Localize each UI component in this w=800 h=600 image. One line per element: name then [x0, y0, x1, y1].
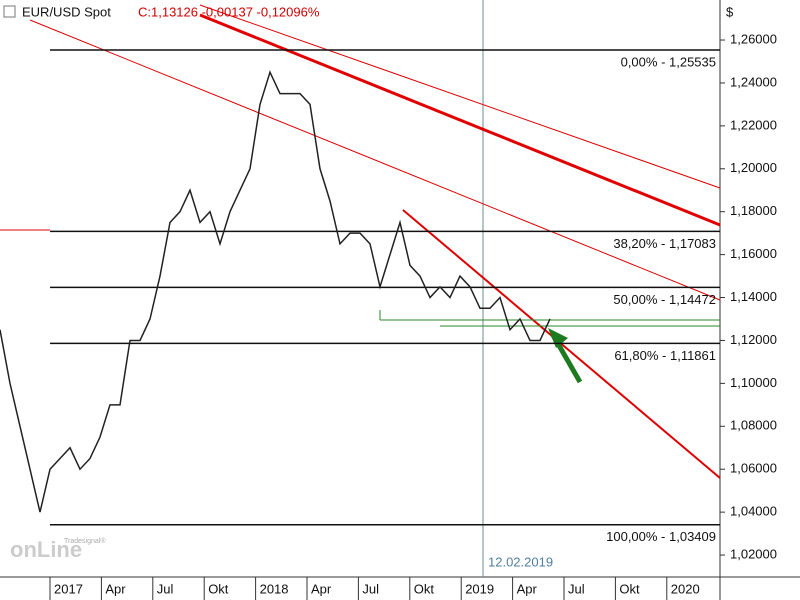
fib-label: 38,20% - 1,17083	[613, 236, 716, 251]
title: EUR/USD Spot	[22, 4, 111, 19]
y-tick-label: 1,02000	[730, 546, 777, 561]
y-tick-label: 1,14000	[730, 289, 777, 304]
y-tick-label: 1,22000	[730, 117, 777, 132]
y-tick-label: 1,24000	[730, 74, 777, 89]
x-tick-label: 2020	[671, 581, 700, 596]
fib-label: 50,00% - 1,14472	[613, 292, 716, 307]
logo-brand: Tradesignal®	[64, 537, 106, 545]
date-label: 12.02.2019	[488, 554, 553, 569]
x-tick-label: Okt	[208, 581, 229, 596]
fib-label: 100,00% - 1,03409	[606, 529, 716, 544]
y-tick-label: 1,16000	[730, 246, 777, 261]
y-tick-label: 1,06000	[730, 461, 777, 476]
y-tick-label: 1,20000	[730, 160, 777, 175]
x-tick-label: Jul	[157, 581, 174, 596]
quote: C:1,13126 -0,00137 -0,12096%	[138, 4, 320, 19]
checkbox[interactable]	[3, 5, 16, 18]
y-tick-label: 1,08000	[730, 418, 777, 433]
currency: $	[726, 4, 734, 19]
x-tick-label: Okt	[619, 581, 640, 596]
x-tick-label: Apr	[517, 581, 538, 596]
y-tick-label: 1,12000	[730, 332, 777, 347]
y-tick-label: 1,26000	[730, 31, 777, 46]
channel-line	[29, 19, 721, 301]
fib-label: 61,80% - 1,11861	[614, 348, 716, 363]
fib-label: 0,00% - 1,25535	[621, 54, 716, 69]
logo-name: onLine	[10, 537, 82, 562]
x-tick-label: 2017	[54, 581, 83, 596]
x-tick-label: Okt	[414, 581, 435, 596]
arrow-head	[548, 328, 568, 348]
x-tick-label: Jul	[568, 581, 585, 596]
channel-line	[199, 4, 721, 189]
x-tick-label: Jul	[362, 581, 379, 596]
y-tick-label: 1,04000	[730, 504, 777, 519]
y-tick-label: 1,10000	[730, 375, 777, 390]
x-tick-label: Apr	[311, 581, 332, 596]
x-tick-label: 2018	[260, 581, 289, 596]
price-line	[0, 70, 551, 513]
x-tick-label: 2019	[465, 581, 494, 596]
y-tick-label: 1,18000	[730, 203, 777, 218]
x-tick-label: Apr	[105, 581, 126, 596]
